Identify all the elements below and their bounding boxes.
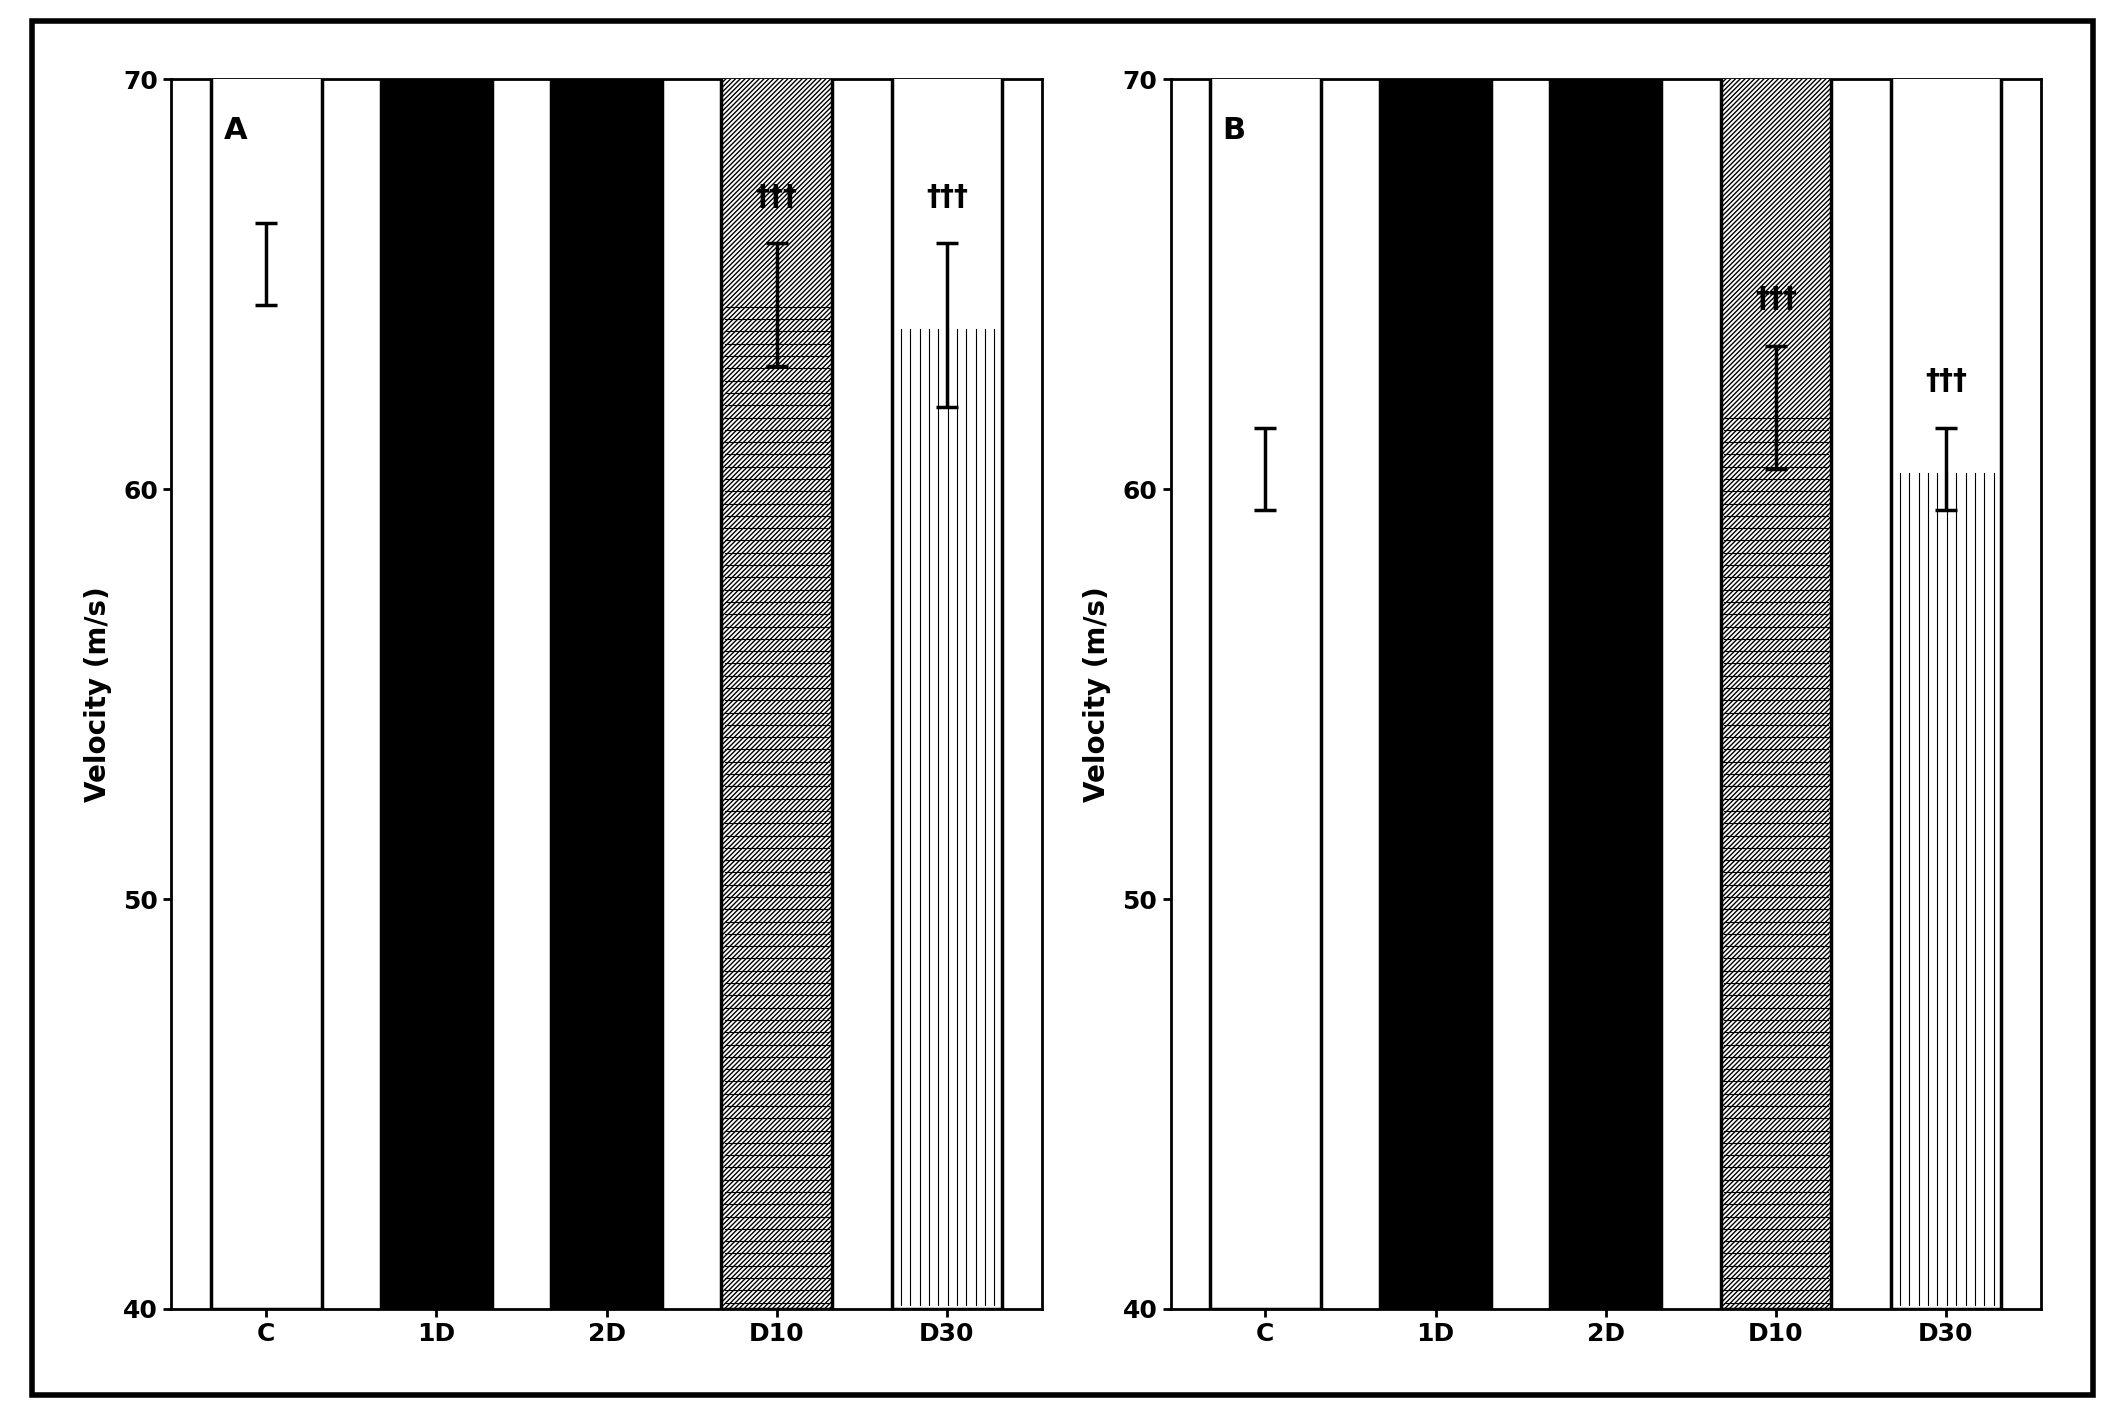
Text: ***: *** bbox=[1585, 801, 1626, 826]
Y-axis label: Velocity (m/s): Velocity (m/s) bbox=[1084, 586, 1111, 801]
Bar bbox=[1721, 0, 1832, 1308]
Text: †††: ††† bbox=[1755, 285, 1798, 313]
Text: †††: ††† bbox=[926, 183, 967, 211]
Bar bbox=[720, 0, 833, 1308]
Bar bbox=[550, 0, 661, 1308]
Text: A: A bbox=[223, 116, 247, 146]
Bar bbox=[1551, 0, 1662, 1308]
Text: ***: *** bbox=[416, 739, 457, 763]
Text: †††: ††† bbox=[756, 183, 797, 211]
Bar bbox=[892, 0, 1003, 1308]
Bar bbox=[210, 0, 321, 1308]
Bar bbox=[380, 0, 491, 1308]
Y-axis label: Velocity (m/s): Velocity (m/s) bbox=[85, 586, 113, 801]
Bar bbox=[1209, 0, 1320, 1308]
Bar bbox=[1381, 0, 1492, 1308]
Bar bbox=[1891, 0, 2002, 1308]
Text: ***: *** bbox=[1415, 780, 1456, 804]
Text: ***: *** bbox=[586, 739, 627, 763]
Text: B: B bbox=[1222, 116, 1245, 146]
Text: †††: ††† bbox=[1925, 367, 1968, 395]
